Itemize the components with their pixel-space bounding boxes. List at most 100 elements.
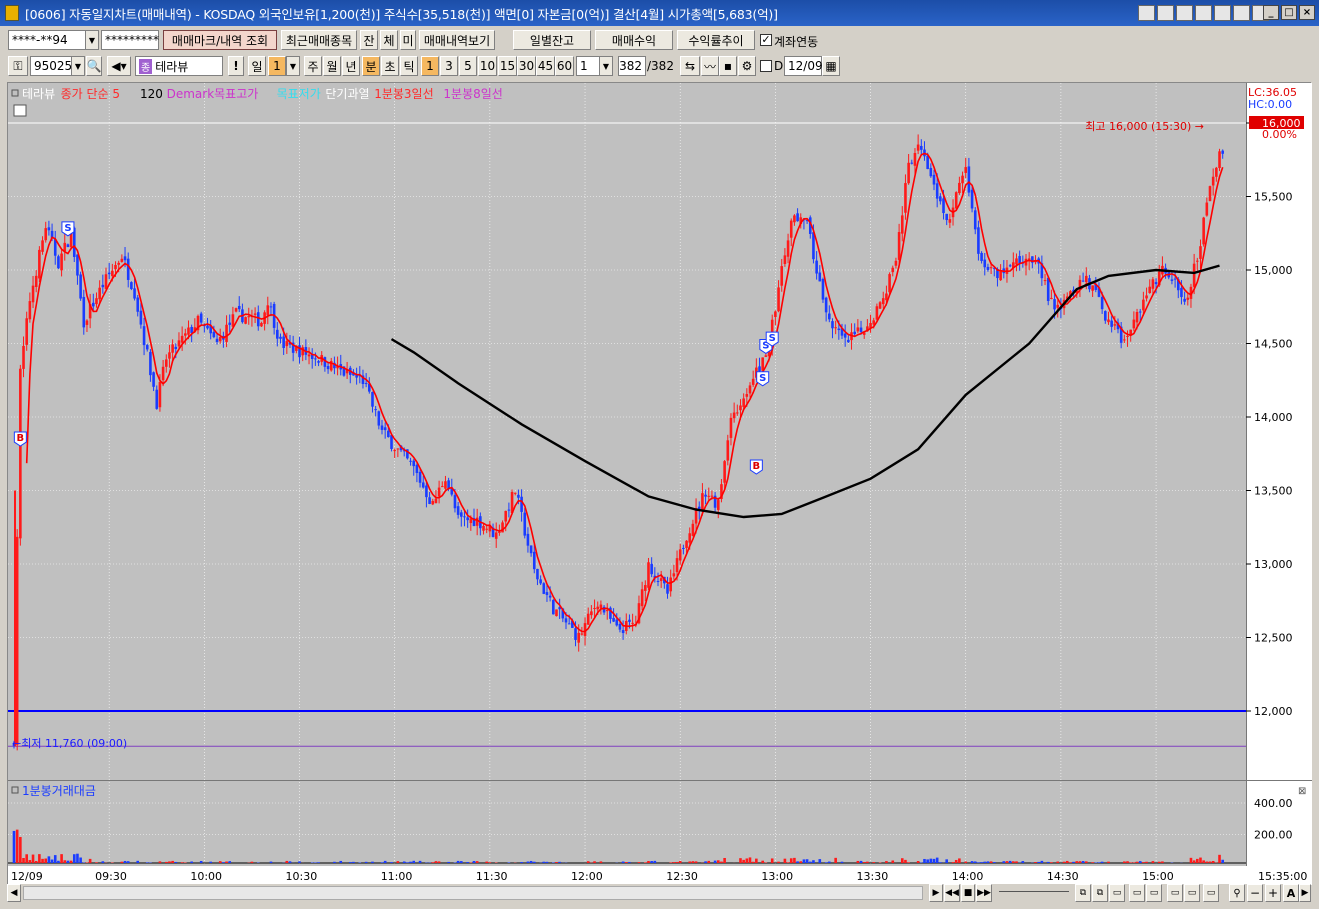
- layout-icon-2[interactable]: ⧉: [1092, 884, 1108, 902]
- candle-body: [777, 287, 780, 312]
- rewind-button[interactable]: ◀◀: [944, 884, 960, 902]
- layout-icon-4[interactable]: ▭: [1129, 884, 1145, 902]
- speed-slider[interactable]: [999, 891, 1069, 894]
- scroll-left-button[interactable]: ◀: [7, 884, 21, 902]
- print-icon[interactable]: [1195, 5, 1212, 21]
- layout-icon-7[interactable]: ▭: [1184, 884, 1200, 902]
- save-icon[interactable]: ▪: [719, 56, 737, 76]
- volume-bar: [466, 862, 469, 863]
- minute-45-button[interactable]: 45: [536, 56, 555, 76]
- period-minute-button[interactable]: 분: [362, 56, 380, 76]
- minute-60-button[interactable]: 60: [555, 56, 574, 76]
- unfilled-button[interactable]: 미: [400, 30, 416, 50]
- trade-marker-b: B: [749, 459, 763, 475]
- d-checkbox[interactable]: [760, 60, 772, 72]
- y-tick-label: 13,000: [1254, 558, 1293, 571]
- period-month-button[interactable]: 월: [323, 56, 341, 76]
- candle-body: [517, 494, 520, 498]
- candle-body: [1081, 280, 1085, 282]
- minute-value-field[interactable]: 1: [576, 56, 600, 76]
- minimize-button[interactable]: _: [1263, 5, 1279, 20]
- period-count-dropdown[interactable]: ▼: [286, 56, 300, 76]
- account-link-checkbox[interactable]: ✓: [760, 33, 772, 46]
- account-dropdown-button[interactable]: ▼: [85, 30, 99, 50]
- close-x-icon[interactable]: [1214, 5, 1231, 21]
- window-list-icon[interactable]: [1176, 5, 1193, 21]
- executed-button[interactable]: 체: [380, 30, 398, 50]
- forward-button[interactable]: ▶▶: [976, 884, 992, 902]
- trade-history-button[interactable]: 매매내역보기: [419, 30, 495, 50]
- candle-body: [1126, 335, 1129, 337]
- minute-value-dropdown[interactable]: ▼: [599, 56, 613, 76]
- minute-30-button[interactable]: 30: [517, 56, 536, 76]
- reload-icon[interactable]: ⇆: [680, 56, 700, 76]
- close-button[interactable]: ×: [1299, 5, 1315, 20]
- count-field[interactable]: 382: [618, 56, 646, 76]
- zoom-out-button[interactable]: −: [1247, 884, 1263, 902]
- maximize-button[interactable]: □: [1281, 5, 1297, 20]
- layout-icon-5[interactable]: ▭: [1146, 884, 1162, 902]
- alert-icon[interactable]: !: [228, 56, 244, 76]
- zoom-search-icon[interactable]: ⚲: [1229, 884, 1245, 902]
- candle-body: [63, 242, 67, 252]
- trade-marker-shape: [756, 371, 770, 387]
- chart-area[interactable]: 12/09 09:30 10:00 10:30 11:00 11:30 12:00 12:30…: [7, 82, 1312, 885]
- minute-10-button[interactable]: 10: [478, 56, 497, 76]
- minute-5-button[interactable]: 5: [459, 56, 477, 76]
- minute-3-button[interactable]: 3: [440, 56, 458, 76]
- candle-body: [513, 492, 517, 494]
- candle-body: [447, 480, 450, 489]
- layout-icon-3[interactable]: ▭: [1109, 884, 1125, 902]
- chart-svg[interactable]: 12/09 09:30 10:00 10:30 11:00 11:30 12:00 12:30…: [8, 83, 1312, 885]
- search-stock-icon[interactable]: ⚿: [8, 56, 28, 76]
- candle-body: [935, 183, 939, 199]
- font-icon[interactable]: [1233, 5, 1250, 21]
- period-week-button[interactable]: 주: [304, 56, 322, 76]
- scroll-track[interactable]: [23, 886, 923, 900]
- trade-mark-query-button[interactable]: 매매마크/내역 조회: [163, 30, 277, 50]
- screen-link-icon[interactable]: [1138, 5, 1155, 21]
- candle-body: [1094, 283, 1098, 290]
- period-year-button[interactable]: 년: [342, 56, 360, 76]
- trade-profit-button[interactable]: 매매수익: [595, 30, 673, 50]
- return-trend-button[interactable]: 수익률추이: [677, 30, 755, 50]
- candle-body: [685, 540, 688, 548]
- gear-icon[interactable]: ⚙: [738, 56, 756, 76]
- speaker-icon[interactable]: ◀▾: [107, 56, 131, 76]
- recent-trades-button[interactable]: 최근매매종목: [281, 30, 357, 50]
- candle-body: [1100, 296, 1104, 310]
- stock-code-field[interactable]: 950250: [30, 56, 80, 76]
- stop-button[interactable]: ■: [961, 884, 975, 902]
- settings-icon[interactable]: [1157, 5, 1174, 21]
- period-second-button[interactable]: 초: [381, 56, 399, 76]
- balance-button[interactable]: 잔: [360, 30, 378, 50]
- auto-scale-button[interactable]: A: [1283, 884, 1299, 902]
- period-tick-button[interactable]: 틱: [400, 56, 418, 76]
- candle-body: [796, 213, 799, 222]
- daily-balance-button[interactable]: 일별잔고: [513, 30, 591, 50]
- period-day-count[interactable]: 1: [268, 56, 286, 76]
- layout-icon-6[interactable]: ▭: [1167, 884, 1183, 902]
- volume-bar: [1012, 861, 1015, 863]
- play-button[interactable]: ▶: [929, 884, 943, 902]
- candle-body: [729, 417, 733, 438]
- layout-icon-8[interactable]: ▭: [1203, 884, 1219, 902]
- account-select[interactable]: ****-**94: [8, 30, 86, 50]
- calendar-icon[interactable]: ▦: [822, 56, 840, 76]
- date-field[interactable]: 12/09: [784, 56, 823, 76]
- zoom-in-button[interactable]: +: [1265, 884, 1281, 902]
- scroll-right-button[interactable]: ▶: [1299, 884, 1311, 902]
- legend-toggle-icon: [11, 89, 19, 97]
- layout-icon-1[interactable]: ⧉: [1075, 884, 1091, 902]
- minute-1-button[interactable]: 1: [421, 56, 439, 76]
- magnifier-icon[interactable]: 🔍: [86, 56, 102, 76]
- chart-type-icon[interactable]: 〰: [701, 56, 719, 76]
- password-field[interactable]: *********: [101, 30, 159, 50]
- candle-body: [523, 512, 527, 536]
- volume-bar: [418, 860, 422, 863]
- minute-15-button[interactable]: 15: [498, 56, 517, 76]
- stock-name-field[interactable]: 종 테라뷰: [135, 56, 223, 76]
- stock-code-dropdown[interactable]: ▼: [71, 56, 85, 76]
- candle-body: [948, 219, 952, 223]
- period-day-button[interactable]: 일: [248, 56, 266, 76]
